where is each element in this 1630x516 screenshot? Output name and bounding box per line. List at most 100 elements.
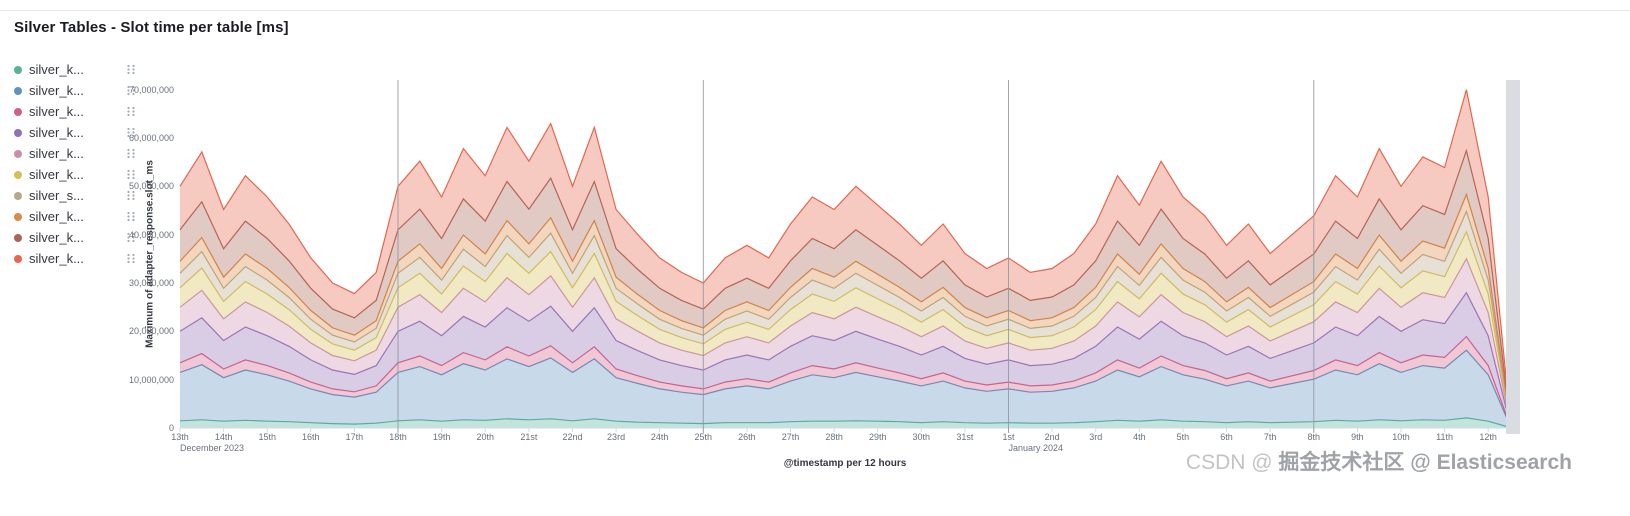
legend-item-label: silver_k...: [29, 62, 84, 77]
legend-item-9[interactable]: silver_k...: [14, 229, 136, 246]
series-color-dot: [14, 65, 22, 74]
x-tick-label: 15th: [258, 432, 276, 442]
series-color-dot: [14, 149, 22, 158]
x-tick-label: 11th: [1436, 432, 1454, 442]
x-tick-label: 3rd: [1089, 432, 1103, 442]
series-color-dot: [14, 233, 22, 242]
x-tick-label: 8th: [1307, 432, 1321, 442]
series-line: [179, 148, 1511, 420]
legend-item-label: silver_k...: [29, 83, 84, 98]
chart-scrollbar[interactable]: [1506, 80, 1520, 434]
x-tick-label: 1st: [1002, 432, 1015, 442]
legend-item-7[interactable]: silver_s...: [14, 187, 136, 204]
series-line: [179, 209, 1511, 422]
legend-item-drag-handle-icon[interactable]: [126, 211, 136, 222]
x-month-label: December 2023: [180, 443, 245, 453]
panel-top-border: [0, 10, 1630, 11]
legend-item-3[interactable]: silver_k...: [14, 103, 136, 120]
y-tick-label: 70,000,000: [128, 84, 174, 95]
x-tick-label: 25th: [694, 432, 713, 442]
area-band: [180, 350, 1510, 428]
y-tick-label: 60,000,000: [128, 133, 174, 143]
legend-item-label: silver_k...: [29, 251, 84, 266]
legend-item-label: silver_k...: [29, 167, 84, 182]
legend-item-2[interactable]: silver_k...: [14, 82, 136, 99]
legend-item-label: silver_k...: [29, 209, 84, 224]
x-tick-label: 23rd: [607, 432, 626, 442]
watermark-text: 掘金技术社区 @ Elasticsearch: [1278, 451, 1572, 474]
x-tick-label: 30th: [912, 432, 931, 442]
series-line: [179, 335, 1511, 426]
area-band: [180, 231, 1510, 423]
legend-item-drag-handle-icon[interactable]: [126, 85, 136, 96]
series-color-dot: [14, 254, 22, 263]
watermark: CSDN @ 掘金技术社区 @ Elasticsearch: [1186, 446, 1572, 476]
legend-item-drag-handle-icon[interactable]: [126, 232, 136, 243]
legend-item-label: silver_k...: [29, 125, 84, 140]
x-tick-label: 5th: [1176, 432, 1190, 442]
series-line: [179, 349, 1511, 426]
legend-item-drag-handle-icon[interactable]: [126, 127, 136, 138]
area-band: [180, 336, 1510, 426]
x-tick-label: 29th: [868, 432, 887, 442]
legend-item-1[interactable]: silver_k...: [14, 61, 136, 78]
x-tick-label: 12th: [1479, 432, 1497, 442]
legend-item-label: silver_k...: [29, 146, 84, 161]
x-tick-label: 13th: [171, 432, 189, 442]
legend-item-drag-handle-icon[interactable]: [126, 190, 136, 201]
x-tick-label: 27th: [781, 432, 800, 442]
y-tick-label: 20,000,000: [128, 326, 174, 337]
x-tick-label: 2nd: [1044, 432, 1060, 442]
legend-item-label: silver_s...: [29, 188, 84, 203]
legend-item-5[interactable]: silver_k...: [14, 145, 136, 162]
legend-item-8[interactable]: silver_k...: [14, 208, 136, 225]
series-color-dot: [14, 86, 22, 95]
legend-item-10[interactable]: silver_k...: [14, 250, 136, 267]
chart-legend: silver_k... silver_k... silver_k... silver_…: [14, 61, 136, 267]
area-band: [180, 258, 1510, 424]
x-tick-label: 7th: [1263, 432, 1277, 442]
legend-item-6[interactable]: silver_k...: [14, 166, 136, 183]
legend-item-4[interactable]: silver_k...: [14, 124, 136, 141]
x-tick-label: 9th: [1351, 432, 1364, 442]
series-color-dot: [14, 212, 22, 221]
panel-title: Silver Tables - Slot time per table [ms]: [14, 19, 289, 36]
x-tick-label: 28th: [825, 432, 843, 442]
y-tick-label: 0: [168, 423, 174, 433]
x-tick-label: 17th: [345, 432, 364, 442]
x-tick-label: 22nd: [562, 432, 583, 442]
x-tick-label: 31st: [956, 432, 974, 442]
series-line: [179, 257, 1511, 423]
legend-item-label: silver_k...: [29, 230, 84, 245]
series-line: [179, 230, 1511, 422]
series-line: [179, 291, 1511, 424]
series-color-dot: [14, 107, 22, 116]
x-tick-label: 19th: [432, 432, 451, 442]
x-tick-label: 14th: [214, 432, 233, 442]
series-line: [179, 417, 1511, 429]
x-tick-label: 10th: [1392, 432, 1410, 442]
area-band: [180, 150, 1510, 421]
legend-item-drag-handle-icon[interactable]: [126, 64, 136, 75]
x-tick-label: 4th: [1133, 432, 1146, 442]
y-tick-label: 10,000,000: [128, 374, 174, 385]
y-tick-label: 50,000,000: [128, 181, 174, 192]
series-color-dot: [14, 191, 22, 200]
series-color-dot: [14, 170, 22, 179]
legend-item-drag-handle-icon[interactable]: [126, 169, 136, 180]
x-month-label: January 2024: [1008, 443, 1064, 453]
series-line: [179, 192, 1511, 421]
x-axis-title: @timestamp per 12 hours: [783, 458, 907, 469]
x-tick-label: 18th: [389, 432, 407, 442]
y-tick-label: 40,000,000: [128, 229, 174, 240]
area-band: [180, 417, 1510, 428]
legend-item-drag-handle-icon[interactable]: [126, 148, 136, 159]
slot-time-stacked-area-chart[interactable]: [179, 80, 1511, 436]
legend-item-drag-handle-icon[interactable]: [126, 253, 136, 264]
x-tick-label: 26th: [738, 432, 756, 442]
legend-item-drag-handle-icon[interactable]: [126, 106, 136, 117]
x-tick-label: 6th: [1220, 432, 1233, 442]
x-tick-label: 21st: [520, 432, 538, 442]
series-color-dot: [14, 128, 22, 137]
